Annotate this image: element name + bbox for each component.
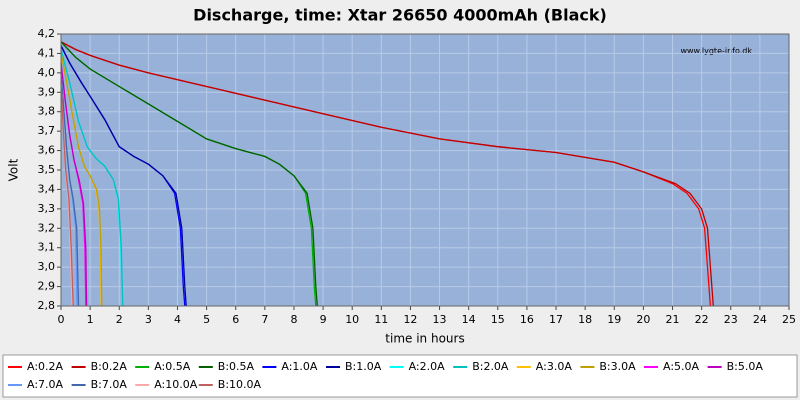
x-tick-label: 19 [607,313,621,326]
x-tick-label: 25 [782,313,796,326]
x-tick-label: 20 [636,313,650,326]
legend-label: B:7.0A [91,378,128,391]
x-tick-label: 0 [58,313,65,326]
x-tick-label: 3 [145,313,152,326]
legend-label: A:7.0A [27,378,64,391]
x-tick-label: 22 [695,313,709,326]
x-tick-label: 23 [724,313,738,326]
y-axis-label: Volt [7,158,21,181]
series-line [60,82,74,307]
legend-label: A:0.5A [154,360,191,373]
series-line [60,41,318,307]
series-line [60,53,103,307]
y-tick-label: 2,9 [38,280,56,293]
x-tick-label: 12 [403,313,417,326]
legend-label: B:10.0A [218,378,262,391]
legend-label: B:0.5A [218,360,255,373]
series-line [60,45,187,307]
x-tick-label: 2 [116,313,123,326]
plot-frame [60,33,790,307]
watermark: www.lygte-info.dk [680,47,752,56]
series-line [60,63,88,307]
legend-label: A:2.0A [409,360,446,373]
y-tick-label: 3,1 [38,241,56,254]
y-tick-label: 3,9 [38,85,56,98]
y-tick-label: 3,2 [38,221,56,234]
y-tick-label: 3,3 [38,202,56,215]
x-tick-label: 18 [578,313,592,326]
y-tick-label: 3,4 [38,182,56,195]
legend-label: A:1.0A [281,360,318,373]
legend-label: B:0.2A [91,360,128,373]
x-axis-label: time in hours [385,332,464,346]
y-tick-label: 4,0 [38,66,56,79]
y-tick-label: 4,2 [38,27,56,40]
x-tick-label: 17 [549,313,563,326]
y-tick-label: 3,7 [38,124,56,137]
x-tick-label: 13 [433,313,447,326]
legend-label: B:2.0A [472,360,509,373]
x-tick-label: 21 [666,313,680,326]
y-tick-label: 3,8 [38,105,56,118]
series-line [60,49,124,307]
legend-label: A:0.2A [27,360,64,373]
y-tick-label: 3,6 [38,144,56,157]
series-line [60,72,80,307]
x-tick-label: 8 [290,313,297,326]
x-tick-label: 24 [753,313,767,326]
x-tick-label: 15 [491,313,505,326]
x-tick-label: 14 [462,313,476,326]
y-tick-label: 3,0 [38,260,56,273]
x-tick-label: 9 [320,313,327,326]
legend-box [2,354,798,398]
x-tick-label: 10 [345,313,359,326]
x-tick-label: 6 [232,313,239,326]
legend-label: B:5.0A [727,360,764,373]
y-tick-label: 2,8 [38,299,56,312]
x-tick-label: 7 [261,313,268,326]
y-tick-label: 4,1 [38,46,56,59]
legend-label: A:3.0A [536,360,573,373]
series-line [60,41,714,307]
y-tick-label: 3,5 [38,163,56,176]
x-tick-label: 11 [374,313,388,326]
legend-label: B:1.0A [345,360,382,373]
chart-title: Discharge, time: Xtar 26650 4000mAh (Bla… [193,6,607,25]
legend-label: A:5.0A [663,360,700,373]
x-tick-label: 4 [174,313,181,326]
x-tick-label: 5 [203,313,210,326]
x-tick-label: 16 [520,313,534,326]
x-tick-label: 1 [87,313,94,326]
legend-label: A:10.0A [154,378,198,391]
legend-label: B:3.0A [599,360,636,373]
